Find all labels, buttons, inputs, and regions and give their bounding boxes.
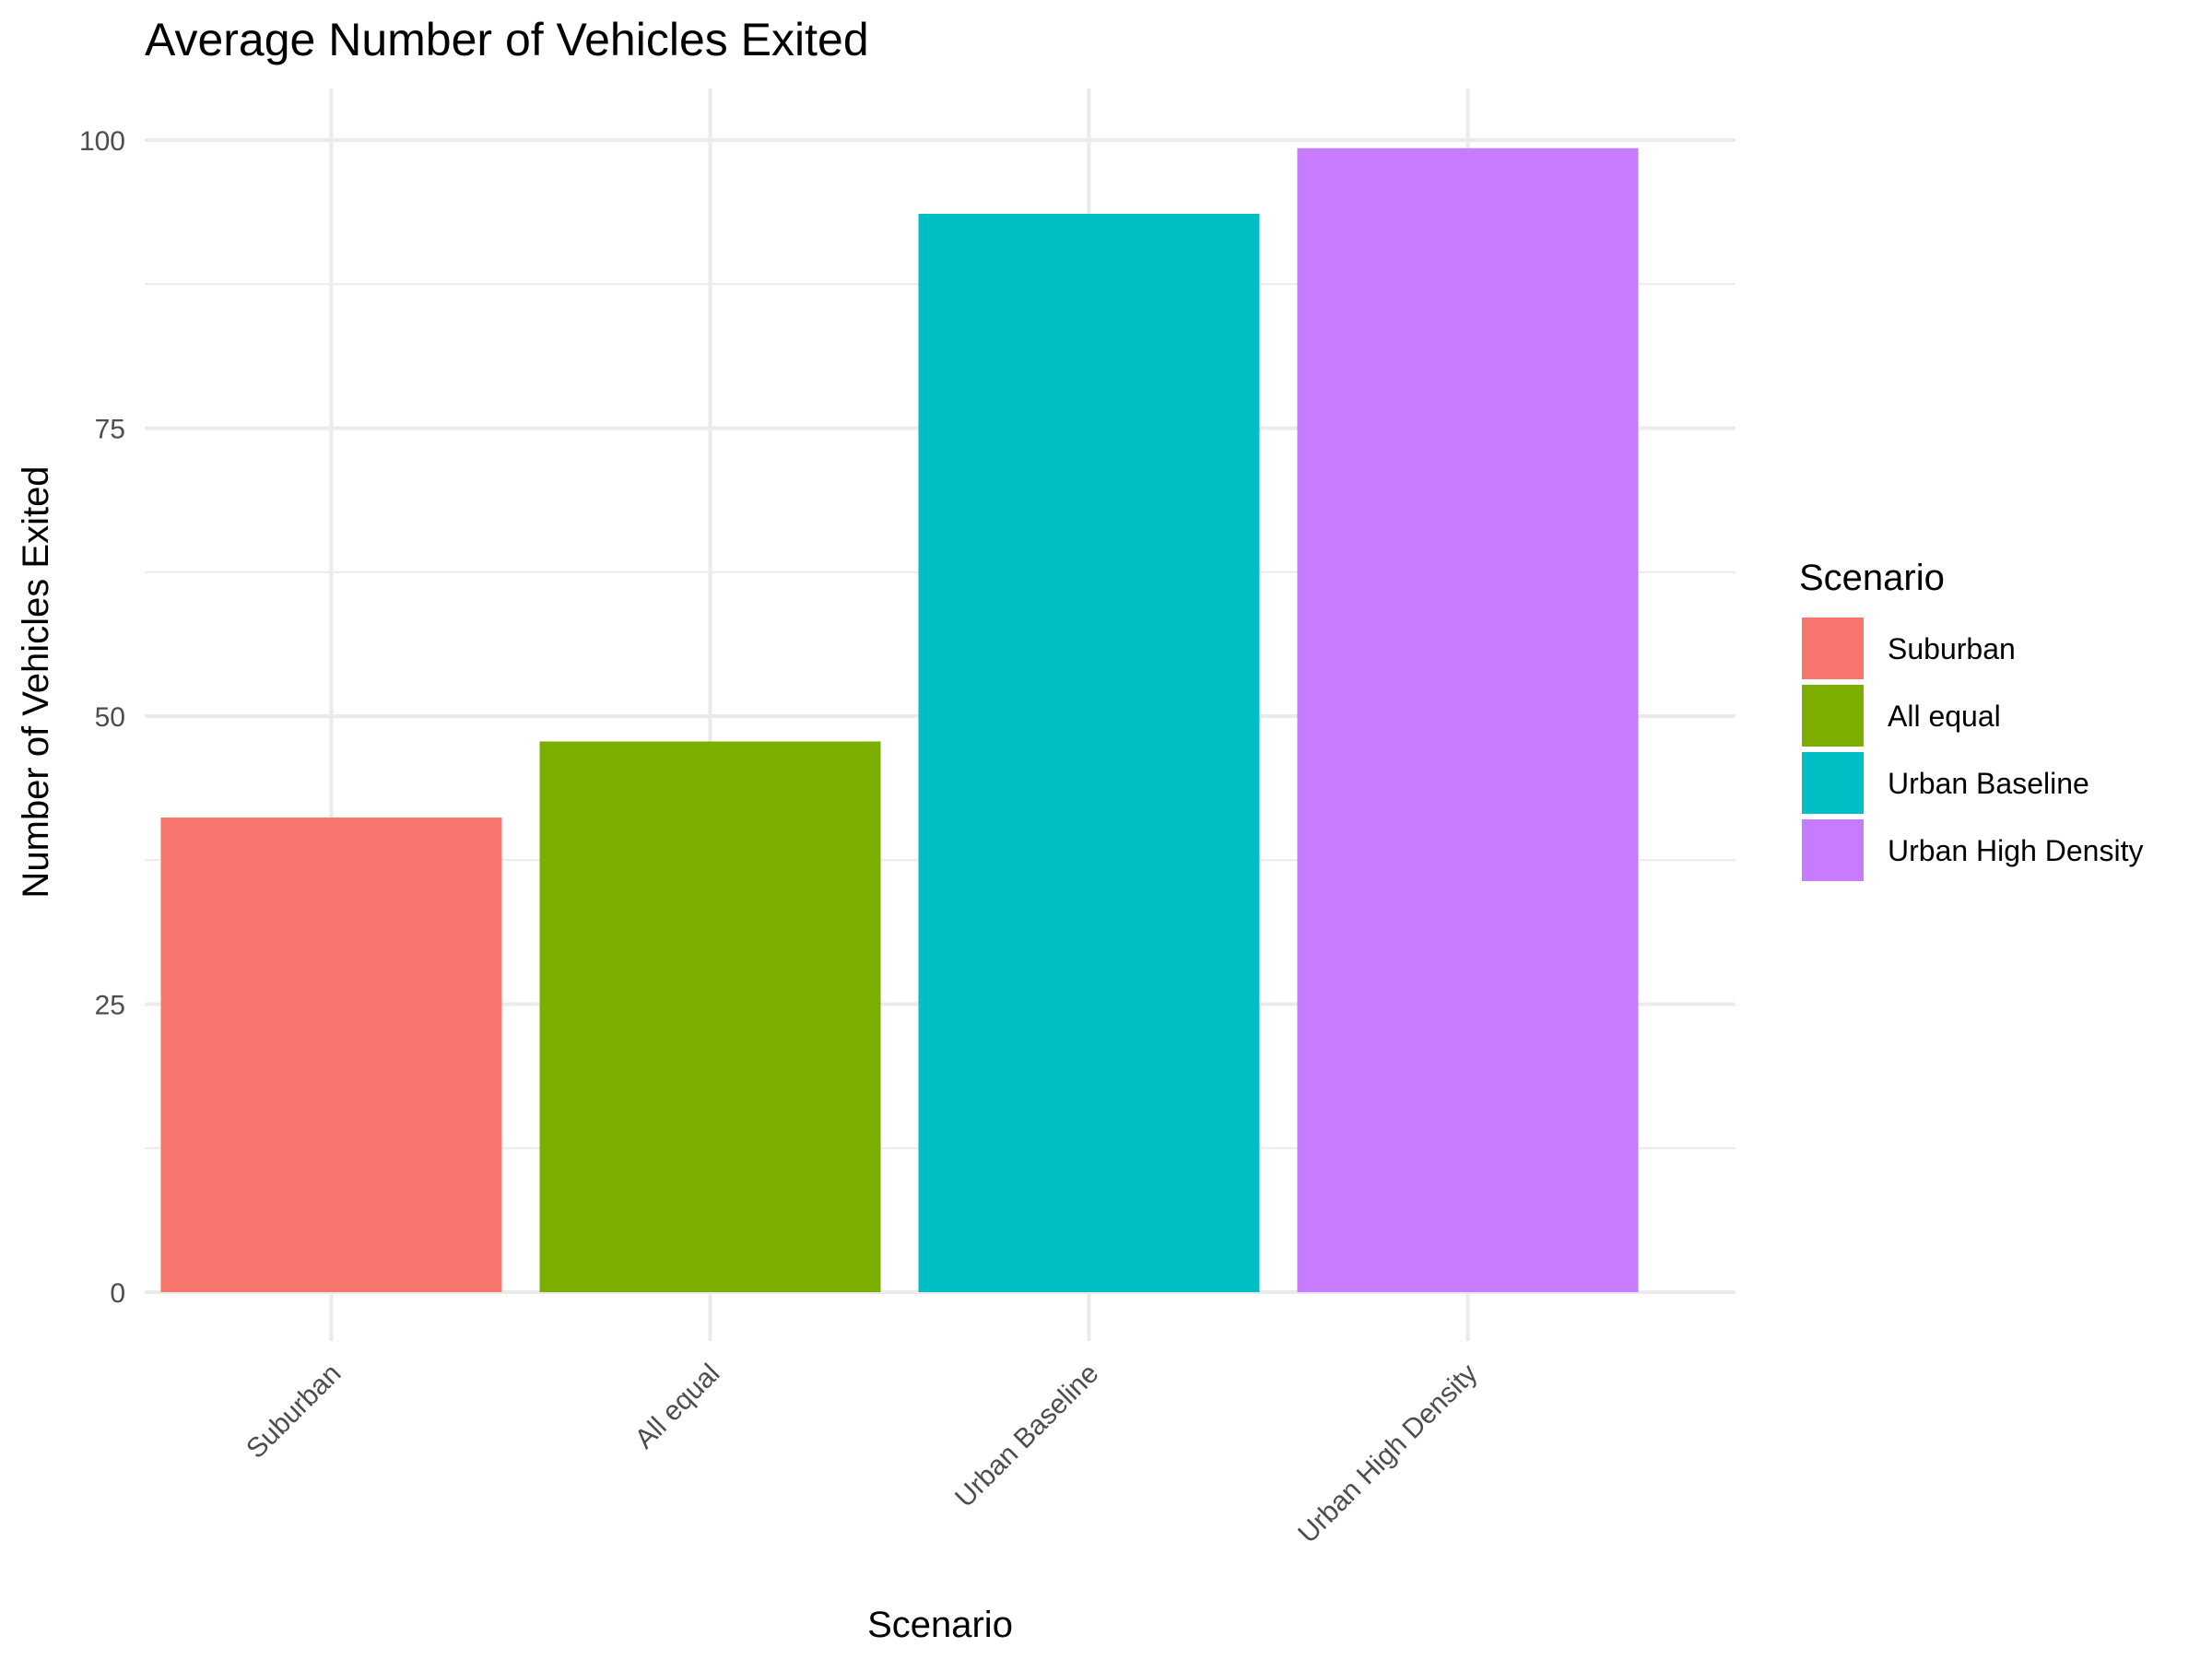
legend-swatch <box>1802 752 1864 814</box>
legend-swatch <box>1802 685 1864 747</box>
bar <box>918 214 1260 1292</box>
y-tick-label: 50 <box>95 702 125 733</box>
bars <box>160 147 1639 1292</box>
x-tick-label: Suburban <box>241 1359 347 1465</box>
x-axis-ticks: Suburban All equal Urban Baseline Urban Hig… <box>241 1359 1483 1549</box>
y-tick-label: 25 <box>95 991 125 1021</box>
legend-swatch <box>1802 819 1864 881</box>
x-tick-label: All equal <box>629 1359 726 1455</box>
bar <box>539 741 881 1292</box>
y-axis-ticks: 0 25 50 75 100 <box>79 126 125 1309</box>
x-tick-label: Urban Baseline <box>949 1359 1104 1513</box>
legend-label: Suburban <box>1888 632 2016 665</box>
y-axis-title: Number of Vehicles Exited <box>16 465 56 898</box>
x-axis-title: Scenario <box>867 1605 1013 1645</box>
chart-title: Average Number of Vehicles Exited <box>145 14 869 65</box>
bar <box>1297 147 1639 1292</box>
legend-title: Scenario <box>1799 558 1945 598</box>
x-tick-label: Urban High Density <box>1292 1359 1483 1549</box>
legend-swatch <box>1802 618 1864 679</box>
legend-items: Suburban All equal Urban Baseline Urban Hig… <box>1802 618 2143 881</box>
y-tick-label: 0 <box>110 1278 125 1309</box>
legend-label: Urban Baseline <box>1888 767 2089 800</box>
bar <box>160 818 502 1292</box>
y-tick-label: 75 <box>95 415 125 445</box>
legend-label: Urban High Density <box>1888 834 2143 867</box>
y-tick-label: 100 <box>79 126 125 157</box>
legend-label: All equal <box>1888 700 2001 733</box>
legend: Scenario Suburban All equal Urban Baseline… <box>1799 558 2143 881</box>
